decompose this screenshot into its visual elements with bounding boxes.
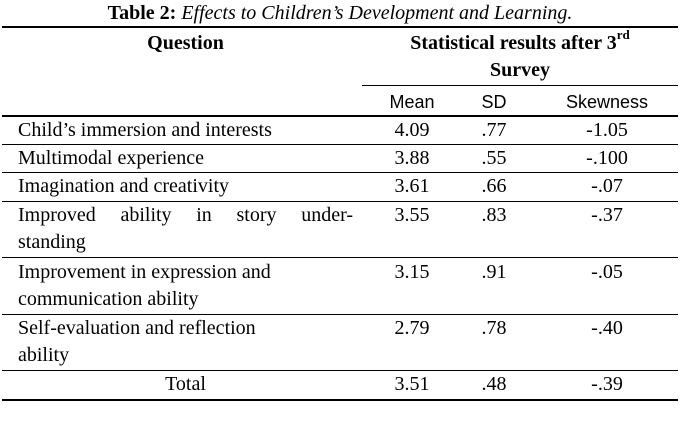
row-question: Improvement in expression and <box>18 261 271 283</box>
row-mean: 2.79 <box>394 317 430 339</box>
row-question: Imagination and creativity <box>18 175 230 197</box>
header-stats-text: Statistical results after 3 <box>410 32 617 54</box>
row-skewness: -.100 <box>586 147 628 169</box>
total-skewness: -.39 <box>591 373 623 395</box>
row-skewness: -.37 <box>591 204 623 226</box>
row-skewness: -1.05 <box>586 119 628 141</box>
header-stats-sup: rd <box>616 27 630 43</box>
row-question-cont: standing <box>18 231 86 253</box>
row-question: Child’s immersion and interests <box>18 119 272 141</box>
row-sd: .66 <box>481 175 507 197</box>
row-question-cont: ability <box>18 344 70 366</box>
col-skewness-header: Skewness <box>565 92 649 112</box>
row-sd: .83 <box>481 204 507 226</box>
header-question: Question <box>147 32 224 54</box>
row-question-cont: communication ability <box>18 288 199 310</box>
table-caption: Table 2: Effects to Children’s Developme… <box>0 0 680 26</box>
caption-label: Table 2: <box>107 2 177 24</box>
row-mean: 3.55 <box>394 204 430 226</box>
row-mean: 4.09 <box>394 119 430 141</box>
header-sub-rule <box>362 85 678 86</box>
header-stats-line2: Survey <box>490 59 550 81</box>
caption-title: Effects to Children’s Development and Le… <box>181 2 573 24</box>
row-question: Improved ability in story under- <box>18 204 353 226</box>
col-sd-header: SD <box>481 92 507 112</box>
row-skewness: -.07 <box>591 175 623 197</box>
row-sd: .77 <box>481 119 507 141</box>
row-mean: 3.61 <box>394 175 430 197</box>
row-divider <box>2 172 678 173</box>
row-divider <box>2 144 678 145</box>
col-mean-header: Mean <box>389 92 435 112</box>
row-mean: 3.15 <box>394 261 430 283</box>
row-question: Self-evaluation and reflection <box>18 317 256 339</box>
row-sd: .55 <box>481 147 507 169</box>
row-question: Multimodal experience <box>18 147 205 169</box>
row-divider <box>2 370 678 371</box>
table-bottom-rule <box>2 399 678 401</box>
row-divider <box>2 257 678 258</box>
row-divider <box>2 314 678 315</box>
row-skewness: -.40 <box>591 317 623 339</box>
header-stats: Statistical results after 3rd <box>360 27 680 57</box>
row-mean: 3.88 <box>394 147 430 169</box>
header-bottom-rule <box>2 115 678 117</box>
row-sd: .91 <box>481 261 507 283</box>
row-divider <box>2 201 678 202</box>
row-skewness: -.05 <box>591 261 623 283</box>
row-sd: .78 <box>481 317 507 339</box>
table-top-rule <box>2 26 678 28</box>
total-label: Total <box>165 373 206 395</box>
total-mean: 3.51 <box>394 373 430 395</box>
total-sd: .48 <box>481 373 507 395</box>
